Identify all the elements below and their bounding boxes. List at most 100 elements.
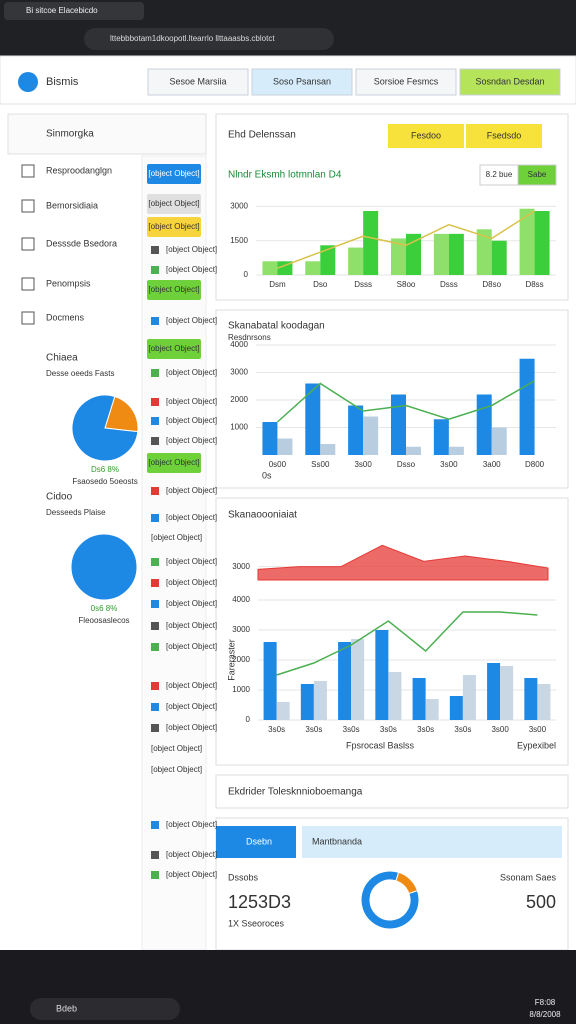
menu-button[interactable] xyxy=(147,194,201,214)
header-tab[interactable] xyxy=(459,68,561,96)
x-tick-label: S8oo xyxy=(397,280,416,289)
menu-item[interactable]: [object Object] xyxy=(166,723,217,732)
bar xyxy=(320,444,336,455)
header-tab-label: Sosndan Desdan xyxy=(475,76,544,86)
y-tick-label: 3000 xyxy=(230,202,248,211)
tab[interactable] xyxy=(4,2,144,20)
menu-button[interactable] xyxy=(147,280,201,300)
menu-item[interactable]: [object Object] xyxy=(148,344,199,353)
bar xyxy=(348,247,364,275)
menu-button[interactable] xyxy=(147,339,201,359)
menu-item[interactable]: [object Object] xyxy=(166,578,217,587)
menu-item[interactable]: [object Object] xyxy=(166,702,217,711)
menu-item[interactable]: [object Object] xyxy=(166,245,217,254)
bar xyxy=(462,675,476,720)
kpi-button-label: Dsebn xyxy=(246,836,272,846)
menu-item[interactable]: [object Object] xyxy=(166,397,217,406)
x-tick-label: Dsss xyxy=(440,280,458,289)
filter-button[interactable] xyxy=(388,124,464,148)
bar xyxy=(476,229,492,275)
menu-item[interactable]: [object Object] xyxy=(148,285,199,294)
menu-item[interactable]: [object Object] xyxy=(166,850,217,859)
kpi-button[interactable] xyxy=(216,826,296,858)
menu-item[interactable]: [object Object] xyxy=(166,486,217,495)
address-bar[interactable] xyxy=(84,28,334,50)
menu-item[interactable]: [object Object] xyxy=(148,169,199,178)
bar xyxy=(375,630,389,720)
card-title: Ehd Delenssan xyxy=(228,130,296,141)
bar xyxy=(433,233,449,275)
bar xyxy=(425,699,439,720)
x-tick-label: D8ss xyxy=(525,280,543,289)
menu-button[interactable] xyxy=(147,164,201,184)
menu-item[interactable]: [object Object] xyxy=(166,557,217,566)
header-tab[interactable] xyxy=(251,68,353,96)
x-tick-label: 3s00 xyxy=(440,460,458,469)
logo xyxy=(18,72,38,92)
pie-subtitle: Desseeds Plaise xyxy=(46,508,106,517)
menu-item[interactable]: [object Object] xyxy=(166,642,217,651)
x-axis-title: Fpsrocasl Baslss xyxy=(346,740,415,750)
pie-value-label: 0s6 8% xyxy=(91,604,118,613)
menu-item[interactable]: [object Object] xyxy=(166,870,217,879)
card-title: Ekdrider Tolesknnioboemanga xyxy=(228,787,363,798)
menu-item[interactable]: [object Object] xyxy=(166,513,217,522)
nav-item[interactable]: Resproodanglgn xyxy=(46,165,112,175)
y-tick-label: 3000 xyxy=(230,368,248,377)
menu-item[interactable]: [object Object] xyxy=(166,436,217,445)
menu-icon xyxy=(151,417,159,425)
menu-icon xyxy=(151,600,159,608)
menu-item[interactable]: [object Object] xyxy=(166,368,217,377)
menu-item[interactable]: [object Object] xyxy=(151,765,202,774)
menu-icon xyxy=(151,266,159,274)
chart-button[interactable] xyxy=(517,164,557,186)
nav-item[interactable]: Bemorsidiaia xyxy=(46,200,98,210)
menu-icon xyxy=(151,246,159,254)
y-tick-label: 0 xyxy=(246,715,251,724)
bar xyxy=(491,240,507,275)
card xyxy=(215,774,569,809)
pie-slice xyxy=(104,395,139,433)
menu-button[interactable] xyxy=(147,453,201,473)
menu-item[interactable]: [object Object] xyxy=(166,621,217,630)
bar xyxy=(363,416,379,455)
menu-item[interactable]: [object Object] xyxy=(166,820,217,829)
menu-item[interactable]: [object Object] xyxy=(166,265,217,274)
right-label: Eypexibel xyxy=(517,740,556,750)
y-tick-label: 1500 xyxy=(230,236,248,245)
kpi-bar[interactable] xyxy=(302,826,562,858)
bar xyxy=(277,438,293,455)
header-tab[interactable] xyxy=(147,68,249,96)
menu-icon xyxy=(151,487,159,495)
y-tick-label: 4000 xyxy=(232,595,250,604)
menu-item[interactable]: [object Object] xyxy=(166,681,217,690)
menu-item[interactable]: [object Object] xyxy=(148,199,199,208)
menu-item[interactable]: [object Object] xyxy=(151,533,202,542)
nav-item[interactable]: Docmens xyxy=(46,312,85,322)
y-tick-label: 3000 xyxy=(232,562,250,571)
pie-title: Cidoo xyxy=(46,492,73,503)
search-box[interactable] xyxy=(30,998,180,1020)
menu-item[interactable]: [object Object] xyxy=(151,744,202,753)
nav-item[interactable]: Penompsis xyxy=(46,278,91,288)
y-tick-label: 1000 xyxy=(230,423,248,432)
nav-icon xyxy=(21,311,35,325)
menu-item[interactable]: [object Object] xyxy=(166,416,217,425)
y-axis-title: Fareraster xyxy=(226,639,236,681)
menu-item[interactable]: [object Object] xyxy=(166,599,217,608)
menu-item[interactable]: [object Object] xyxy=(166,316,217,325)
nav-item[interactable]: Desssde Bsedora xyxy=(46,238,117,248)
menu-item[interactable]: [object Object] xyxy=(148,458,199,467)
menu-icon xyxy=(151,558,159,566)
filter-button-label: Fsedsdo xyxy=(487,130,522,140)
tab-title: Bi sitcoe Elacebicdo xyxy=(26,6,98,15)
pie-caption: Fsaosedo 5oeosts xyxy=(72,477,137,486)
filter-button[interactable] xyxy=(466,124,542,148)
menu-column xyxy=(141,155,207,951)
header-tab[interactable] xyxy=(355,68,457,96)
menu-item[interactable]: [object Object] xyxy=(148,222,199,231)
menu-button[interactable] xyxy=(147,217,201,237)
pie-slice xyxy=(70,533,138,601)
bar xyxy=(500,666,514,720)
